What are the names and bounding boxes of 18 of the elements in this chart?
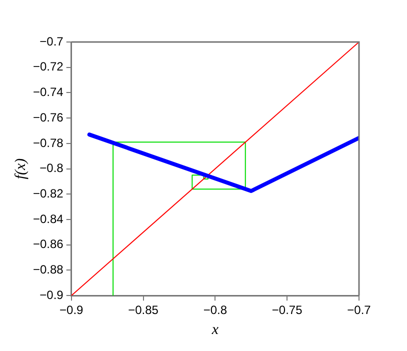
x-tick-label: −0.8 [203,303,228,318]
y-tick-label: −0.7 [40,34,64,48]
y-tick-label: −0.9 [40,288,64,302]
y-tick-label: −0.84 [32,212,64,226]
x-tick-label: −0.85 [128,303,159,318]
x-tick-label: −0.7 [347,303,372,318]
y-tick-label: −0.86 [32,237,64,252]
x-tick-label: −0.9 [60,303,84,318]
y-tick-label: −0.82 [32,186,64,200]
y-tick-label: −0.8 [40,161,64,176]
y-tick-label: −0.76 [32,110,64,124]
y-tick-label: −0.88 [32,262,64,277]
y-tick-label: −0.72 [32,60,64,74]
x-axis-title: x [210,322,219,338]
y-tick-label: −0.74 [32,85,64,100]
x-tick-label: −0.75 [272,303,303,318]
y-axis-title: f(x) [12,158,29,180]
y-tick-label: −0.78 [32,136,64,150]
